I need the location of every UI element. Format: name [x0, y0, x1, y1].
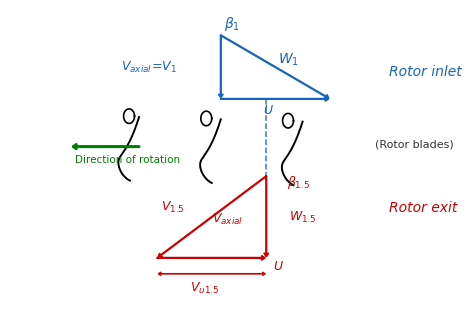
- Text: $W_{1.5}$: $W_{1.5}$: [289, 209, 317, 225]
- Text: $V_{axial}$: $V_{axial}$: [212, 212, 243, 227]
- Text: Rotor inlet: Rotor inlet: [389, 65, 462, 79]
- Text: $W_1$: $W_1$: [278, 52, 300, 69]
- Text: Direction of rotation: Direction of rotation: [75, 155, 181, 165]
- Text: (Rotor blades): (Rotor blades): [375, 139, 454, 149]
- Text: $\beta_1$: $\beta_1$: [224, 15, 240, 33]
- Text: $V_{1.5}$: $V_{1.5}$: [161, 201, 184, 215]
- Text: $\beta_{1.5}$: $\beta_{1.5}$: [287, 175, 310, 191]
- Text: $U$: $U$: [273, 260, 284, 273]
- Text: $U$: $U$: [263, 104, 274, 117]
- Text: $V_{u1.5}$: $V_{u1.5}$: [190, 281, 219, 296]
- Text: $V_{axial}\!=\!V_1$: $V_{axial}\!=\!V_1$: [121, 59, 178, 75]
- Text: Rotor exit: Rotor exit: [389, 201, 457, 215]
